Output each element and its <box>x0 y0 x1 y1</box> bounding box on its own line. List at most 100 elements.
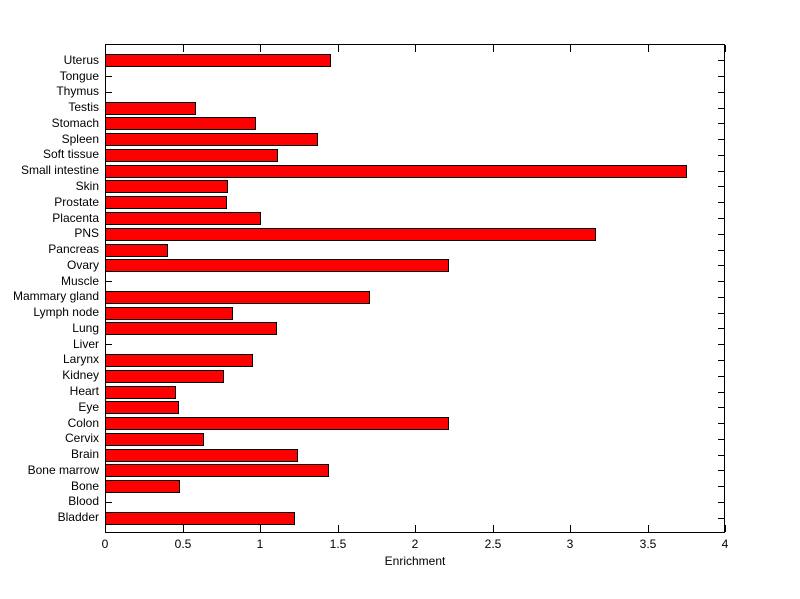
y-tick-left <box>106 281 112 283</box>
y-tick-right <box>718 438 724 440</box>
x-tick-top <box>570 45 571 52</box>
bar-soft-tissue <box>105 148 278 162</box>
x-tick-bottom <box>415 525 416 532</box>
bar-pns <box>105 227 596 241</box>
x-tick-top <box>648 45 649 52</box>
x-tick-top <box>260 45 261 52</box>
y-tick-right <box>718 249 724 251</box>
y-tick-right <box>718 139 724 141</box>
category-label: Spleen <box>61 131 99 146</box>
x-tick-label: 1.5 <box>329 537 347 551</box>
category-label: Blood <box>68 494 99 509</box>
y-tick-right <box>718 170 724 172</box>
category-label: Thymus <box>56 84 99 99</box>
category-label: Kidney <box>62 368 99 383</box>
bar-bladder <box>105 511 295 525</box>
x-tick-bottom <box>183 525 184 532</box>
category-label: Stomach <box>51 115 99 130</box>
category-label: Cervix <box>64 431 99 446</box>
category-label: Liver <box>72 336 99 351</box>
category-label: PNS <box>74 226 99 241</box>
y-tick-right <box>718 407 724 409</box>
category-label: Muscle <box>60 273 99 288</box>
category-label: Larynx <box>62 352 99 367</box>
y-tick-right <box>718 60 724 62</box>
x-axis-title: Enrichment <box>384 554 446 568</box>
bar-cervix <box>105 432 204 446</box>
category-label: Eye <box>78 399 99 414</box>
bar-larynx <box>105 353 253 367</box>
category-label: Skin <box>75 178 99 193</box>
x-tick-bottom <box>105 525 106 532</box>
y-tick-right <box>718 202 724 204</box>
bar-testis <box>105 101 196 115</box>
bar-prostate <box>105 196 227 210</box>
bar-small-intestine <box>105 164 687 178</box>
y-tick-right <box>718 501 724 503</box>
x-tick-top <box>183 45 184 52</box>
x-tick-top <box>338 45 339 52</box>
bar-brain <box>105 448 298 462</box>
category-label: Colon <box>67 415 99 430</box>
bar-stomach <box>105 117 256 131</box>
y-tick-left <box>106 344 112 346</box>
category-label: Lymph node <box>33 305 99 320</box>
x-tick-label: 2.5 <box>484 537 502 551</box>
y-tick-right <box>718 328 724 330</box>
category-label: Testis <box>68 100 99 115</box>
y-tick-left <box>106 76 112 78</box>
bar-heart <box>105 385 176 399</box>
x-tick-label: 4 <box>721 537 729 551</box>
bar-eye <box>105 401 179 415</box>
plot-area <box>105 44 726 533</box>
category-label: Soft tissue <box>42 147 99 162</box>
x-tick-label: 0 <box>101 537 109 551</box>
bar-lung <box>105 322 277 336</box>
y-tick-right <box>718 281 724 283</box>
y-tick-right <box>718 123 724 125</box>
x-tick-label: 0.5 <box>174 537 192 551</box>
x-tick-top <box>725 45 726 52</box>
x-tick-label: 3.5 <box>639 537 657 551</box>
y-tick-right <box>718 107 724 109</box>
category-label: Pancreas <box>48 242 99 257</box>
bar-bone-marrow <box>105 464 329 478</box>
y-tick-right <box>718 91 724 93</box>
x-tick-bottom <box>493 525 494 532</box>
x-tick-label: 1 <box>256 537 264 551</box>
x-tick-bottom <box>725 525 726 532</box>
bar-mammary-gland <box>105 290 370 304</box>
category-label: Ovary <box>66 257 99 272</box>
y-tick-right <box>718 296 724 298</box>
y-tick-right <box>718 391 724 393</box>
y-tick-left <box>106 91 112 93</box>
y-tick-right <box>718 359 724 361</box>
y-tick-left <box>106 501 112 503</box>
category-label: Bladder <box>57 510 99 525</box>
bar-placenta <box>105 212 261 226</box>
x-tick-top <box>415 45 416 52</box>
y-tick-right <box>718 517 724 519</box>
bar-uterus <box>105 54 331 68</box>
x-tick-bottom <box>260 525 261 532</box>
y-tick-right <box>718 486 724 488</box>
category-label: Mammary gland <box>12 289 99 304</box>
y-tick-right <box>718 454 724 456</box>
y-tick-right <box>718 312 724 314</box>
category-label: Small intestine <box>20 163 99 178</box>
bar-colon <box>105 417 449 431</box>
bar-kidney <box>105 369 224 383</box>
x-tick-bottom <box>648 525 649 532</box>
bar-pancreas <box>105 243 168 257</box>
y-tick-right <box>718 375 724 377</box>
category-label: Bone <box>70 478 99 493</box>
bar-spleen <box>105 133 318 147</box>
bar-ovary <box>105 259 449 273</box>
y-tick-right <box>718 218 724 220</box>
y-tick-right <box>718 233 724 235</box>
y-tick-right <box>718 265 724 267</box>
x-tick-bottom <box>570 525 571 532</box>
category-label: Heart <box>69 384 99 399</box>
x-tick-bottom <box>338 525 339 532</box>
y-tick-right <box>718 344 724 346</box>
